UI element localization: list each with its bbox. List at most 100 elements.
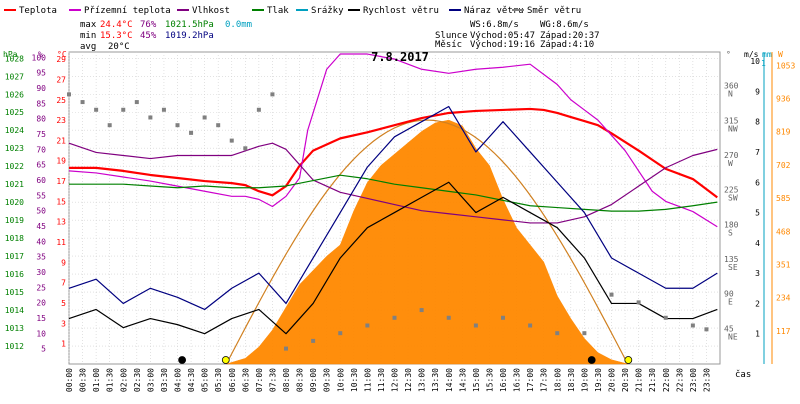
solar-tick-label: 351 — [776, 260, 791, 269]
pressure-tick-label: 1020 — [5, 198, 24, 207]
time-tick-label: 17:00 — [526, 368, 535, 392]
pressure-tick-label: 1027 — [5, 72, 24, 81]
temperature-tick-label: 29 — [56, 55, 66, 64]
solar-tick-label: 468 — [776, 227, 791, 236]
time-tick-label: 21:30 — [648, 368, 657, 392]
time-tick-label: 19:00 — [580, 368, 589, 392]
direction-tick-label: 180 — [724, 220, 739, 229]
humidity-tick-label: 45 — [36, 222, 46, 231]
time-tick-label: 07:30 — [268, 368, 277, 392]
stat-moon-label: Měsíc — [435, 40, 462, 50]
legend: Teplota Přízemní teplota Vlhkost Tlak Srážky… — [4, 6, 581, 16]
direction-tick-label: 315 — [724, 116, 739, 125]
pressure-tick-label: 1015 — [5, 288, 24, 297]
time-tick-label: 08:00 — [282, 368, 291, 392]
time-tick-label: 13:30 — [431, 368, 440, 392]
legend-item-label: Tlak — [267, 6, 289, 16]
wind-tick-label: 4 — [755, 239, 760, 248]
humidity-tick-label: 35 — [36, 253, 46, 262]
solar-radiation-area — [226, 119, 628, 365]
temperature-tick-label: 3 — [61, 319, 66, 328]
legend-item-label: Rychlost větru — [363, 6, 439, 16]
time-tick-label: 05:30 — [214, 368, 223, 392]
wind-direction-point — [311, 338, 316, 343]
wind-direction-point — [202, 115, 207, 120]
wind-direction-point — [175, 123, 180, 128]
time-tick-label: 08:30 — [296, 368, 305, 392]
pressure-tick-label: 1021 — [5, 180, 24, 189]
wind-direction-point — [338, 331, 343, 336]
stat-avg-label: avg — [80, 42, 96, 52]
wind-direction-point — [555, 331, 560, 336]
time-tick-label: 05:00 — [201, 368, 210, 392]
direction-compass-label: W — [728, 159, 733, 168]
temperature-tick-label: 7 — [61, 279, 66, 288]
pressure-tick-label: 1012 — [5, 342, 24, 351]
legend-item-label: Směr větru — [527, 6, 581, 16]
stat-max-hum: 76% — [140, 20, 157, 30]
temperature-tick-label: 15 — [56, 197, 66, 206]
temperature-tick-label: 25 — [56, 96, 66, 105]
stat-min-label: min — [80, 31, 96, 41]
direction-compass-label: SE — [728, 263, 738, 272]
solar-tick-label: 117 — [776, 327, 791, 336]
stats-panel: max 24.4°C 76% 1021.5hPa 0.0mm min 15.3°… — [80, 20, 600, 52]
wind-direction-point — [148, 115, 153, 120]
legend-item-label: Přízemní teplota — [84, 6, 171, 16]
legend-item-label: Srážky — [311, 6, 344, 16]
time-tick-label: 02:00 — [119, 368, 128, 392]
wind-direction-point — [446, 315, 451, 320]
wind-direction-point — [161, 107, 166, 112]
wind-direction-point — [419, 308, 424, 313]
temperature-tick-label: 27 — [56, 75, 66, 84]
pressure-tick-label: 1024 — [5, 126, 24, 135]
time-tick-label: 00:30 — [79, 368, 88, 392]
time-tick-label: 06:00 — [228, 368, 237, 392]
time-tick-label: 01:00 — [92, 368, 101, 392]
wind-direction-point — [134, 100, 139, 105]
stat-ws: WS:6.8m/s — [470, 20, 519, 30]
series-line-tlak — [69, 174, 718, 212]
rain-axis-unit: mm — [762, 50, 772, 59]
time-tick-label: 15:00 — [472, 368, 481, 392]
pressure-tick-label: 1016 — [5, 270, 24, 279]
time-tick-label: 12:00 — [391, 368, 400, 392]
temperature-tick-label: 23 — [56, 116, 66, 125]
wind-direction-point — [229, 138, 234, 143]
humidity-tick-label: 90 — [36, 84, 46, 93]
pressure-tick-label: 1019 — [5, 216, 24, 225]
pressure-tick-label: 1017 — [5, 252, 24, 261]
temperature-tick-label: 19 — [56, 157, 66, 166]
humidity-tick-label: 80 — [36, 115, 46, 124]
humidity-tick-label: 60 — [36, 176, 46, 185]
legend-item-label: Náraz větru — [464, 6, 524, 16]
humidity-tick-label: 95 — [36, 69, 46, 78]
chart-title: 7.8.2017 — [371, 50, 429, 64]
wind-tick-label: 1 — [755, 330, 760, 339]
pressure-tick-label: 1023 — [5, 144, 24, 153]
solar-theoretical-curve — [225, 119, 629, 365]
marker-m-s-c-v-chod — [587, 356, 596, 364]
temperature-tick-label: 21 — [56, 136, 66, 145]
wind-direction-point — [501, 315, 505, 320]
time-tick-label: 20:00 — [608, 368, 617, 392]
direction-compass-label: E — [728, 298, 733, 307]
direction-tick-label: 45 — [724, 324, 734, 333]
wind-direction-point — [609, 292, 614, 297]
direction-compass-label: NW — [728, 124, 738, 133]
humidity-tick-label: 25 — [36, 283, 46, 292]
pressure-tick-label: 1018 — [5, 234, 24, 243]
time-tick-label: 20:30 — [621, 368, 630, 392]
time-tick-label: 03:00 — [146, 368, 155, 392]
time-tick-label: 11:30 — [377, 368, 386, 392]
direction-compass-label: SW — [728, 194, 738, 203]
solar-tick-label: 1053 — [776, 61, 795, 70]
time-tick-label: 06:30 — [241, 368, 250, 392]
humidity-tick-label: 5 — [41, 345, 46, 354]
temperature-tick-label: 17 — [56, 177, 66, 186]
time-tick-label: 00:00 — [65, 368, 74, 392]
pressure-tick-label: 1028 — [5, 54, 24, 63]
wind-tick-label: 7 — [755, 148, 760, 157]
wind-direction-point — [216, 123, 221, 128]
